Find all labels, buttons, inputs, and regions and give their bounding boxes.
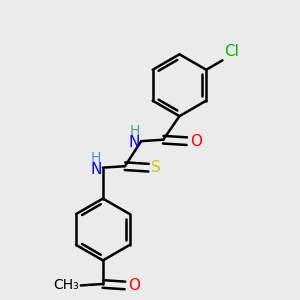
- Text: N: N: [90, 162, 101, 177]
- Text: N: N: [128, 135, 140, 150]
- Text: S: S: [152, 160, 161, 175]
- Text: O: O: [190, 134, 202, 149]
- Text: H: H: [129, 124, 140, 138]
- Text: H: H: [91, 151, 101, 165]
- Text: O: O: [128, 278, 140, 293]
- Text: CH₃: CH₃: [54, 278, 79, 292]
- Text: Cl: Cl: [224, 44, 239, 59]
